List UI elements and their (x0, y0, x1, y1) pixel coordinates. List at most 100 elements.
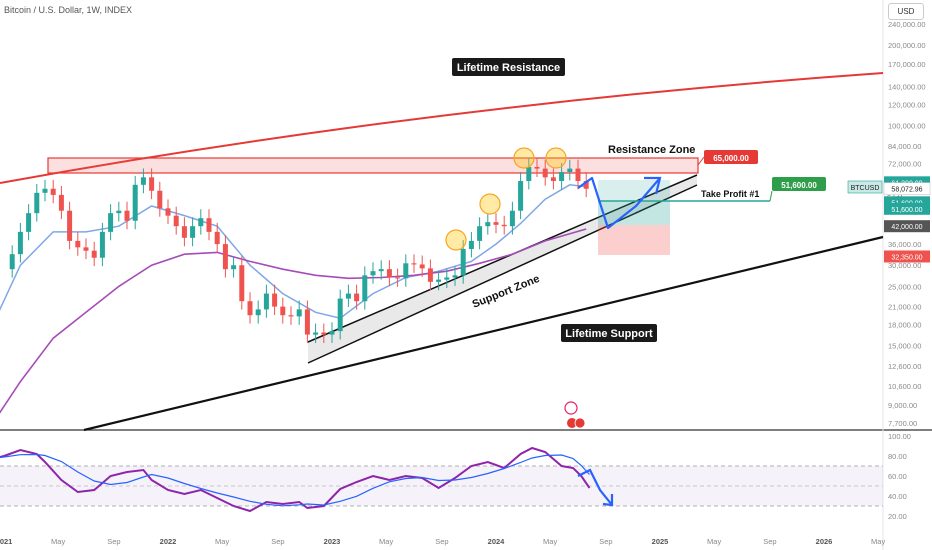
candle-body (518, 181, 524, 211)
time-axis-label: Sep (763, 537, 776, 546)
price-axis-label: 170,000.00 (888, 60, 926, 69)
forecast-arrowhead (644, 176, 662, 195)
resistance-price-connector (697, 156, 705, 166)
support-zone-fill (308, 175, 697, 363)
candle-body (567, 168, 573, 173)
candle-body (509, 210, 515, 227)
price-axis-label: 25,000.00 (888, 282, 921, 291)
price-axis-label: 100,000.00 (888, 122, 926, 131)
highlight-circle (545, 147, 567, 169)
time-axis-label: May (379, 537, 393, 546)
rsi-line (0, 446, 591, 513)
candle-body (99, 231, 105, 258)
candle-body (58, 194, 64, 211)
price-axis-label: 7,700.00 (888, 419, 917, 428)
candle-body (75, 240, 81, 248)
candle-body (67, 210, 73, 241)
highlight-circle (513, 147, 535, 169)
candle-body (501, 224, 507, 227)
chart-title: Bitcoin / U.S. Dollar, 1W, INDEX (4, 5, 133, 15)
candle-body (83, 247, 89, 251)
candle-body (378, 269, 384, 272)
price-axis-label: 15,000.00 (888, 342, 921, 351)
candle-body (173, 215, 179, 227)
candle-body (370, 271, 376, 276)
candle-body (206, 218, 212, 232)
candle-body (116, 210, 122, 214)
candle-body (280, 306, 286, 316)
price-axis-label: 10,600.00 (888, 382, 921, 391)
candle-body (575, 168, 581, 182)
candle-body (34, 192, 40, 214)
take-profit-price-tag: 51,600.00 (781, 181, 817, 190)
price-axis-label: 12,600.00 (888, 362, 921, 371)
candle-body (411, 263, 417, 265)
rsi-axis-label: 80.00 (888, 452, 907, 461)
candle-body (149, 177, 155, 191)
rsi-axis-label: 60.00 (888, 472, 907, 481)
resistance-zone-box (47, 157, 699, 174)
price-axis-label: 140,000.00 (888, 83, 926, 92)
price-axis-label: 36,000.00 (888, 240, 921, 249)
candle-body (124, 210, 130, 221)
lifetime-support-label: Lifetime Support (565, 328, 653, 340)
candle-body (296, 309, 302, 317)
support-zone-upper-line (307, 174, 698, 343)
candle-body (288, 315, 294, 317)
candle-body (436, 279, 442, 282)
time-axis-label: 2025 (652, 537, 669, 546)
candle-body (17, 231, 23, 255)
take-profit-connector (769, 190, 773, 202)
time-axis-label: 2023 (324, 537, 341, 546)
candle-body (395, 277, 401, 279)
candle-body (91, 250, 97, 258)
time-axis-label: May (215, 537, 229, 546)
candle-body (362, 275, 368, 302)
resistance-zone-label: Resistance Zone (608, 144, 695, 156)
lifetime-resistance-label-bg (452, 58, 565, 76)
candle-body (329, 331, 335, 335)
candle-body (485, 222, 491, 227)
highlight-circle (445, 229, 467, 251)
price-axis-label: 240,000.00 (888, 20, 926, 29)
candle-body (157, 190, 163, 209)
time-axis-label: May (543, 537, 557, 546)
price-tag-bg (884, 220, 930, 233)
time-axis-label: Sep (435, 537, 448, 546)
currency-button[interactable]: USD (888, 3, 924, 20)
candle-body (247, 301, 253, 316)
time-axis-label: Sep (599, 537, 612, 546)
candle-body (214, 231, 220, 245)
price-axis-label: 9,000.00 (888, 401, 917, 410)
candle-body (321, 332, 327, 335)
time-axis-label: May (51, 537, 65, 546)
time-axis-label: May (871, 537, 885, 546)
candle-body (444, 277, 450, 280)
candle-body (345, 293, 351, 299)
candle-body (460, 249, 466, 276)
price-tag: 42,000.00 (891, 224, 922, 231)
price-axis-label: 84,000.00 (888, 142, 921, 151)
rsi-forecast-arrow (577, 468, 613, 506)
lifetime-support-label-bg (561, 324, 657, 342)
candle-body (337, 298, 343, 332)
price-axis-label: 21,000.00 (888, 303, 921, 312)
time-axis-label: Sep (271, 537, 284, 546)
candle-body (198, 218, 204, 227)
candle-body (272, 293, 278, 307)
candle-body (190, 226, 196, 238)
candle-body (386, 269, 392, 278)
candle-body (452, 275, 458, 278)
candle-body (181, 226, 187, 238)
ma-50-line (0, 228, 587, 414)
take-profit-label: Take Profit #1 (701, 189, 759, 199)
lifetime-resistance-line (0, 72, 884, 184)
candle-body (255, 309, 261, 316)
event-icon (564, 401, 578, 415)
candle-body (42, 188, 48, 193)
take-profit-price-tag-bg (772, 177, 826, 191)
candle-body (222, 244, 228, 270)
candle-body (534, 166, 540, 169)
candle-body (26, 213, 32, 232)
